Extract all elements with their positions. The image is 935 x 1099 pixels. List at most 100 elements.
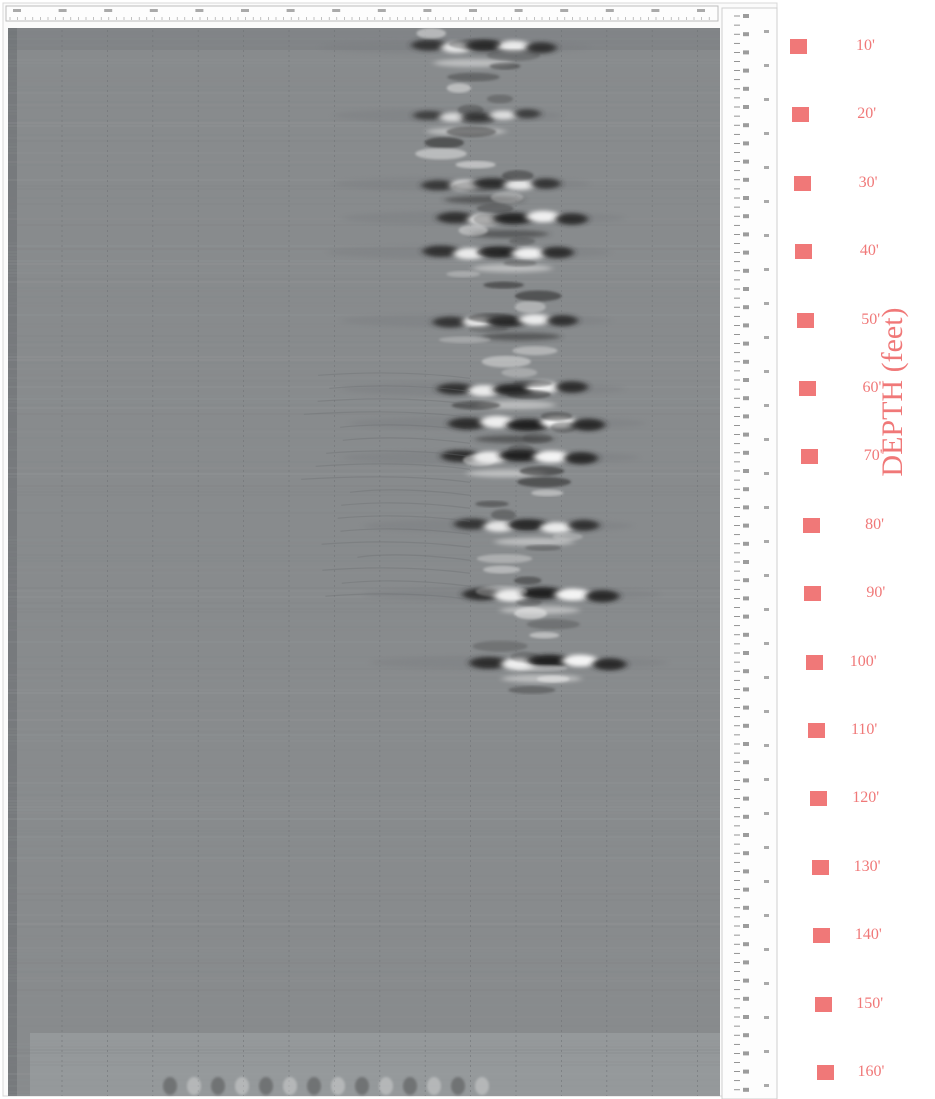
right-ruler-minor-mark — [764, 812, 769, 815]
reflector-lobe — [518, 314, 552, 326]
top-ruler-number-mark — [514, 9, 523, 12]
right-ruler-minor-mark — [764, 438, 769, 441]
right-ruler-minor-mark — [764, 676, 769, 679]
reflector-lobe — [483, 520, 515, 532]
reflector-lobe — [592, 658, 627, 671]
right-ruler-minor-mark — [764, 778, 769, 781]
reflector-texture — [517, 476, 571, 488]
reflector-lobe — [488, 110, 518, 120]
right-ruler-label-mark — [743, 851, 749, 856]
top-ruler-number-mark — [423, 9, 432, 12]
right-ruler-label-mark — [743, 614, 749, 619]
top-ruler-number-mark — [149, 9, 158, 12]
depth-scale: 10' 20' 30' 40' 50' 60' 70' 80' 90' 100' 110' 120' 1… — [780, 0, 935, 1099]
reflector-texture — [486, 49, 541, 62]
depth-marker — [815, 996, 833, 1012]
bottom-artefact-blip — [187, 1077, 201, 1095]
right-ruler — [721, 7, 778, 1099]
reflector-texture — [415, 147, 467, 160]
right-ruler-label-mark — [743, 596, 749, 601]
reflector-ripple — [340, 424, 471, 431]
reflector-texture — [514, 665, 568, 672]
reflector-texture — [475, 500, 509, 508]
reflector-lobe — [448, 417, 487, 430]
depth-tick-label: 40' — [859, 242, 879, 260]
reflector-texture — [491, 509, 516, 521]
right-ruler-label-mark — [743, 469, 749, 473]
reflector-lobe — [436, 211, 474, 224]
depth-tick-label: 60' — [862, 379, 882, 396]
right-ruler-label-mark — [743, 141, 749, 146]
bottom-artefact — [163, 1077, 489, 1095]
reflector-texture — [472, 640, 528, 652]
reflector-texture — [452, 181, 502, 192]
right-ruler-minor-mark — [764, 404, 769, 407]
bottom-artefact-blip — [307, 1077, 321, 1095]
reflector-lobe — [467, 384, 500, 397]
reflector-lobe — [499, 449, 543, 462]
reflector-ripple — [350, 489, 471, 496]
depth-tick-label: 10' — [856, 37, 875, 54]
reflector-lobe — [525, 42, 557, 54]
right-ruler-label-mark — [743, 359, 749, 364]
right-ruler-minor-mark — [764, 302, 769, 305]
top-ruler-number-mark — [560, 9, 569, 12]
reflector-texture — [508, 237, 536, 246]
right-ruler-minor-mark — [764, 132, 769, 135]
depth-tick-label: 90' — [866, 584, 886, 602]
reflector-lobe — [492, 212, 535, 225]
reflector-texture — [522, 433, 553, 444]
right-ruler-minor-mark — [764, 744, 769, 747]
reflector-texture — [514, 607, 547, 620]
right-ruler-label-mark — [743, 487, 749, 492]
reflector-texture — [512, 346, 558, 356]
reflector-texture — [529, 632, 560, 639]
depth-tick-label: 140' — [854, 926, 882, 944]
bottom-artefact-blip — [355, 1077, 369, 1095]
right-ruler-label-mark — [743, 86, 749, 91]
reflector-lobe — [436, 383, 474, 395]
depth-tick-label: 30' — [858, 173, 878, 191]
reflector-texture — [448, 39, 501, 50]
reflector-lobe — [561, 654, 598, 667]
right-ruler-minor-mark — [764, 1050, 769, 1053]
bottom-artefact-blip — [211, 1077, 225, 1095]
depth-tick-label: 20' — [857, 105, 877, 123]
right-ruler-label-mark — [743, 32, 749, 37]
reflector-lobe — [585, 590, 620, 603]
bottom-artefact-blip — [403, 1077, 417, 1095]
reflector-texture — [510, 651, 540, 663]
reflector-texture — [501, 170, 534, 181]
right-ruler-minor-mark — [764, 268, 769, 271]
reflector-texture — [519, 466, 565, 476]
reflector-lobe — [547, 315, 578, 327]
depth-marker — [811, 859, 829, 875]
right-ruler-minor-mark — [764, 846, 769, 849]
reflector-ripple — [341, 502, 471, 509]
reflector-echo — [468, 230, 549, 238]
right-ruler-label-mark — [743, 287, 749, 291]
reflector-texture — [457, 104, 484, 116]
top-ruler-number-mark — [195, 9, 204, 12]
depth-marker — [790, 39, 807, 54]
reflector-lobe — [497, 40, 531, 52]
reflector-lobe — [454, 518, 490, 530]
reflector-ripple — [337, 515, 471, 522]
reflector-lobe — [525, 210, 561, 223]
right-ruler-label-mark — [743, 305, 749, 310]
right-ruler-minor-mark — [764, 30, 769, 33]
bottom-artefact-blip — [163, 1077, 177, 1095]
reflector-texture — [483, 565, 521, 574]
right-ruler-label-mark — [743, 505, 749, 510]
reflector-lobe — [411, 39, 447, 51]
right-ruler-label-mark — [743, 523, 749, 528]
reflector-texture — [508, 686, 556, 694]
reflector-texture — [446, 83, 472, 93]
right-ruler-ticks — [734, 14, 769, 1092]
depth-tick-label: 150' — [856, 994, 884, 1012]
depth-axis-title: DEPTH (feet) — [876, 307, 909, 477]
reflector-ripple — [326, 450, 471, 457]
reflector-texture — [512, 380, 553, 387]
reflector-lobe — [541, 246, 574, 259]
reflector-texture — [460, 117, 495, 125]
